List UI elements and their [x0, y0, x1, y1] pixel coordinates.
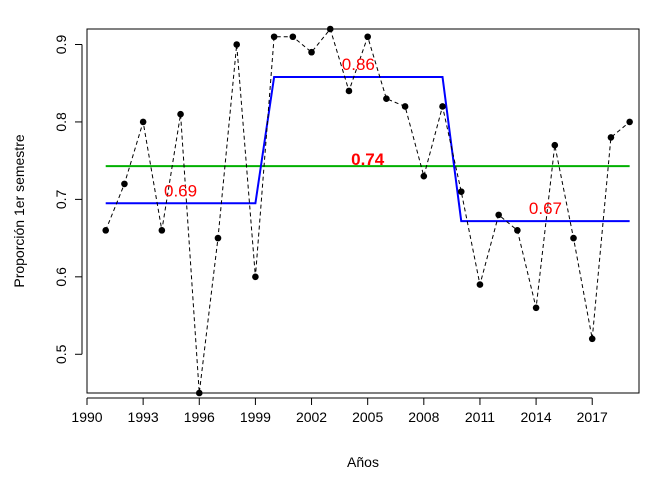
data-point [177, 110, 184, 118]
x-tick-label: 2005 [352, 409, 383, 425]
segment-means-line [105, 76, 630, 223]
x-tick-label: 1999 [240, 409, 271, 425]
x-tick-label: 2017 [577, 409, 608, 425]
overall-mean-label: 0.74 [351, 150, 385, 169]
data-point [588, 335, 596, 343]
data-point [270, 33, 278, 41]
x-axis: 1990 1993 1996 1999 2002 2005 2008 2011 2014 2017 [71, 397, 608, 425]
data-point [383, 95, 390, 103]
data-point [514, 227, 521, 234]
data-point [626, 118, 633, 126]
y-tick-label: 0.6 [53, 267, 69, 287]
data-point [420, 172, 428, 180]
data-point [345, 87, 353, 95]
data-point [439, 103, 446, 110]
y-axis: 0.5 0.6 0.7 0.8 0.9 [53, 35, 83, 364]
data-point [364, 33, 371, 41]
mean-lines [105, 76, 630, 223]
data-point [495, 211, 502, 219]
mean-labels: 0.69 0.86 0.67 0.74 [164, 55, 562, 218]
data-point [139, 118, 147, 126]
data-point [457, 188, 465, 195]
x-tick-label: 2014 [521, 409, 552, 425]
segment-mean-label: 0.67 [529, 199, 562, 218]
data-point [326, 25, 334, 33]
data-point [252, 273, 259, 281]
x-tick-label: 1996 [184, 409, 215, 425]
y-tick-label: 0.5 [53, 344, 69, 364]
data-point [214, 234, 222, 242]
data-point [195, 389, 203, 397]
data-point [551, 141, 559, 149]
data-point [158, 227, 166, 234]
x-tick-label: 2002 [296, 409, 327, 425]
data-point [102, 227, 110, 234]
series [102, 25, 633, 397]
y-tick-label: 0.8 [53, 112, 69, 132]
data-point [289, 33, 297, 41]
y-axis-title: Proporción 1er semestre [11, 134, 27, 288]
y-tick-label: 0.7 [53, 189, 69, 209]
x-tick-label: 1990 [71, 409, 102, 425]
x-tick-label: 2008 [408, 409, 439, 425]
segment-mean-label: 0.86 [342, 55, 375, 74]
data-point [121, 180, 128, 188]
data-point [308, 48, 315, 56]
data-point [570, 234, 577, 242]
data-point [233, 41, 240, 48]
plot-frame [86, 28, 640, 394]
x-tick-label: 1993 [128, 409, 159, 425]
y-tick-label: 0.9 [53, 35, 69, 55]
data-point [607, 134, 615, 141]
data-point [401, 103, 409, 110]
x-axis-title: Años [347, 454, 379, 470]
data-point [476, 281, 484, 288]
data-point [532, 304, 540, 312]
segment-mean-label: 0.69 [164, 181, 197, 200]
x-tick-label: 2011 [465, 409, 495, 425]
